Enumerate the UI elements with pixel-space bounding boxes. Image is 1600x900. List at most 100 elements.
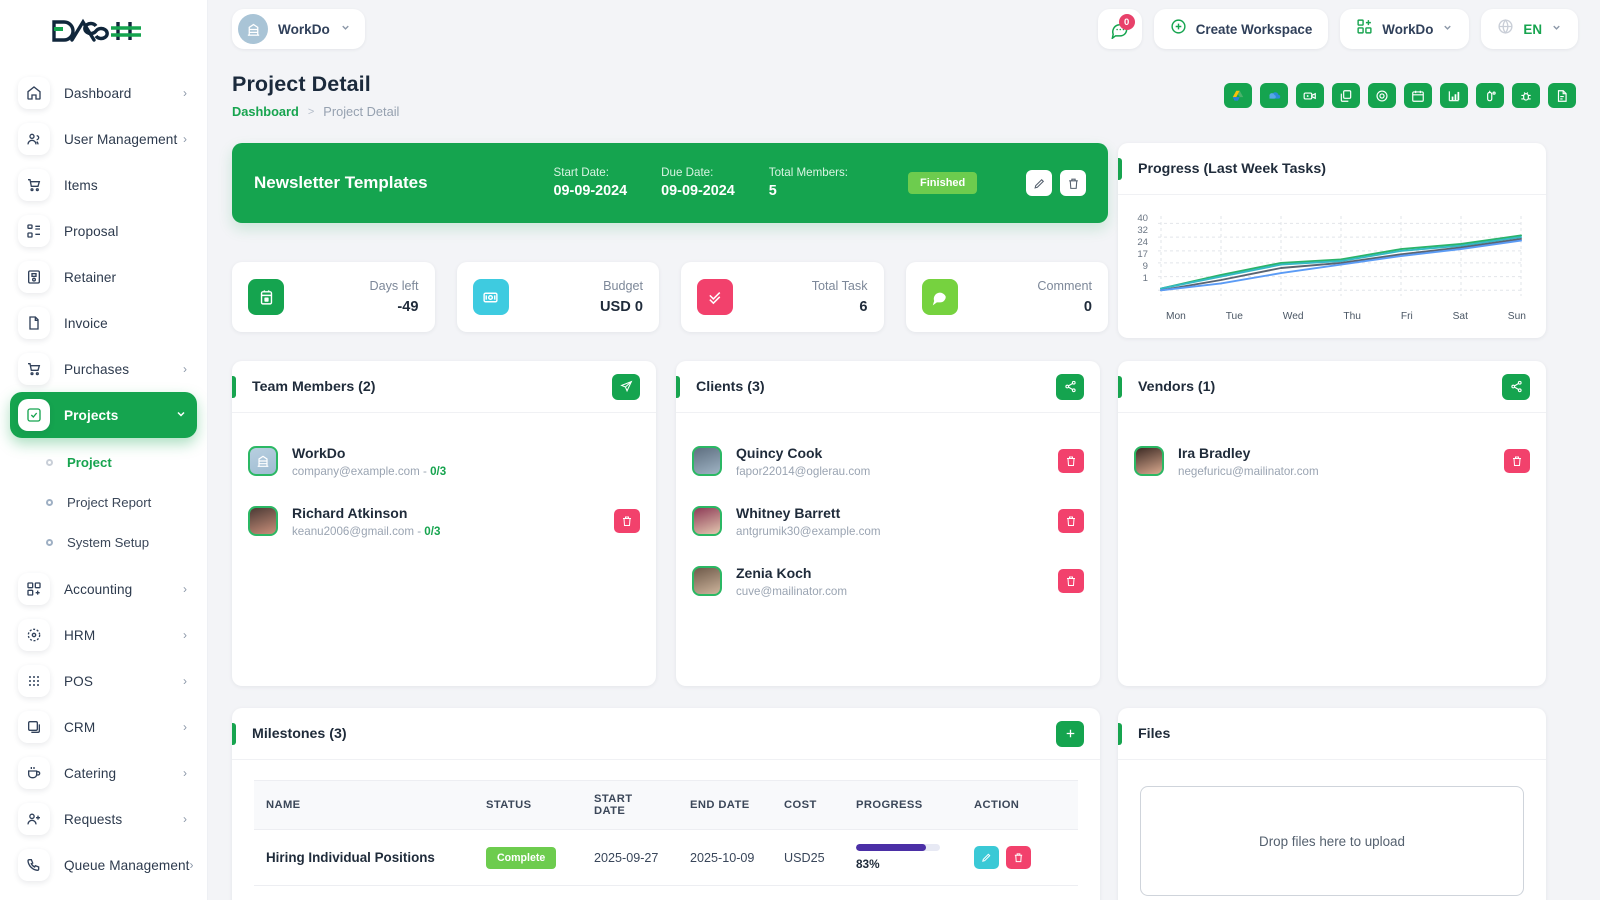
google-drive-button[interactable] xyxy=(1224,83,1252,108)
sidebar-item-label: Accounting xyxy=(64,581,133,597)
delete-vendor-button[interactable] xyxy=(1504,449,1530,473)
edit-milestone-button[interactable] xyxy=(974,846,999,869)
plus-circle-icon xyxy=(1170,18,1187,40)
total-members-label: Total Members: xyxy=(768,166,849,179)
create-workspace-label: Create Workspace xyxy=(1195,21,1313,37)
trash-icon xyxy=(1067,456,1075,466)
delete-member-button[interactable] xyxy=(614,509,640,533)
file-dropzone[interactable]: Drop files here to upload xyxy=(1140,786,1524,896)
progress-bar xyxy=(856,844,940,851)
double-check-icon xyxy=(697,279,733,315)
milestones-table: NAME STATUS START DATE END DATE COST PRO… xyxy=(254,780,1078,900)
sidebar-item-accounting[interactable]: Accounting › xyxy=(10,566,197,612)
sidebar-item-label: Dashboard xyxy=(64,85,132,101)
delete-milestone-button[interactable] xyxy=(1006,846,1031,869)
list-item: Ira Bradley negefuricu@mailinator.com xyxy=(1134,431,1530,491)
onedrive-button[interactable] xyxy=(1260,83,1288,108)
goals-button[interactable] xyxy=(1368,83,1396,108)
milestone-start-date: 2025-09-27 xyxy=(582,829,678,886)
table-row: Communication Updates xyxy=(254,885,1078,900)
sidebar-item-purchases[interactable]: Purchases › xyxy=(10,346,197,392)
vendors-list: Ira Bradley negefuricu@mailinator.com xyxy=(1118,413,1546,491)
y-tick-label: 24 xyxy=(1137,237,1148,248)
stat-value: USD 0 xyxy=(600,299,643,315)
sidebar-item-retainer[interactable]: Retainer xyxy=(10,254,197,300)
create-workspace-button[interactable]: Create Workspace xyxy=(1153,9,1329,49)
cart-icon xyxy=(18,169,50,201)
invite-member-button[interactable] xyxy=(612,373,640,400)
client-name: Quincy Cook xyxy=(736,444,823,461)
sidebar-item-proposal[interactable]: Proposal xyxy=(10,208,197,254)
plus-icon xyxy=(1066,729,1074,738)
sidebar-item-dashboard[interactable]: Dashboard › xyxy=(10,70,197,116)
app-logo[interactable] xyxy=(0,0,207,62)
calendar-button[interactable] xyxy=(1404,83,1432,108)
requests-icon xyxy=(18,803,50,835)
zoom-meeting-icon xyxy=(1303,92,1316,99)
breadcrumb-dashboard[interactable]: Dashboard xyxy=(232,104,299,119)
pencil-icon xyxy=(982,853,991,862)
money-icon xyxy=(472,279,509,315)
sidebar-subitem-label: System Setup xyxy=(67,534,150,550)
sidebar-item-hrm[interactable]: HRM › xyxy=(10,612,197,658)
sidebar-item-pos[interactable]: POS › xyxy=(10,658,197,704)
start-date-label: Start Date: xyxy=(553,166,609,179)
edit-project-button[interactable] xyxy=(1026,170,1052,196)
sidebar-subitem-label: Project Report xyxy=(67,494,152,510)
timesheet-button[interactable] xyxy=(1476,83,1504,108)
duplicate-button[interactable] xyxy=(1332,83,1360,108)
sidebar-item-items[interactable]: Items xyxy=(10,162,197,208)
report-button[interactable] xyxy=(1440,83,1468,108)
bullet-icon xyxy=(46,498,53,506)
sidebar-item-label: CRM xyxy=(64,719,96,735)
card-title: Files xyxy=(1138,725,1171,742)
sidebar-item-label: Catering xyxy=(64,765,117,781)
bugs-button[interactable] xyxy=(1512,83,1540,108)
sidebar-item-projects[interactable]: Projects xyxy=(10,392,197,438)
sidebar-item-label: Invoice xyxy=(64,315,108,331)
bullet-icon xyxy=(46,538,53,546)
comment-icon xyxy=(921,279,958,315)
trash-icon xyxy=(1513,456,1521,466)
add-milestone-button[interactable] xyxy=(1056,720,1084,747)
delete-project-button[interactable] xyxy=(1060,170,1086,196)
workspace-switch-label: WorkDo xyxy=(1382,21,1434,37)
sidebar-submenu-projects: Project Project Report System Setup xyxy=(10,438,197,566)
delete-client-button[interactable] xyxy=(1058,509,1084,533)
breadcrumb-current: Project Detail xyxy=(323,104,400,119)
delete-client-button[interactable] xyxy=(1058,569,1084,593)
column-start-date: START DATE xyxy=(582,780,678,830)
sidebar-item-label: User Management xyxy=(64,131,178,147)
x-tick-label: Tue xyxy=(1225,311,1243,322)
share-vendors-button[interactable] xyxy=(1502,373,1530,400)
client-email: cuve@mailinator.com xyxy=(736,584,848,598)
sidebar-subitem-system-setup[interactable]: System Setup xyxy=(10,522,197,562)
delete-client-button[interactable] xyxy=(1058,449,1084,473)
files-button[interactable] xyxy=(1548,83,1576,108)
sidebar-item-requests[interactable]: Requests › xyxy=(10,796,197,842)
messages-button[interactable]: 0 xyxy=(1097,9,1142,49)
workspace-selector[interactable]: WorkDo xyxy=(232,9,365,49)
milestone-start-date xyxy=(582,885,678,900)
zoom-meeting-button[interactable] xyxy=(1296,83,1324,108)
chevron-right-icon: › xyxy=(183,86,187,100)
sidebar-item-crm[interactable]: CRM › xyxy=(10,704,197,750)
language-selector[interactable]: EN xyxy=(1481,9,1578,49)
trash-icon xyxy=(1014,853,1023,863)
share-clients-button[interactable] xyxy=(1056,373,1084,400)
card-header: Files xyxy=(1118,708,1546,760)
sidebar-item-catering[interactable]: Catering › xyxy=(10,750,197,796)
total-members-value: 5 xyxy=(768,183,777,199)
sidebar-item-invoice[interactable]: Invoice xyxy=(10,300,197,346)
stat-card-total-task: Total Task 6 xyxy=(681,262,884,332)
project-name: Newsletter Templates xyxy=(254,173,428,192)
sidebar-subitem-project-report[interactable]: Project Report xyxy=(10,482,197,522)
sidebar-item-queue-management[interactable]: Queue Management › xyxy=(10,842,197,888)
proposal-icon xyxy=(18,215,50,247)
trash-icon xyxy=(1067,516,1075,526)
sidebar-subitem-project[interactable]: Project xyxy=(10,442,197,482)
milestone-status-cell: Complete xyxy=(474,829,582,886)
workspace-switcher[interactable]: WorkDo xyxy=(1340,9,1470,49)
sidebar-item-user-management[interactable]: User Management › xyxy=(10,116,197,162)
trash-icon xyxy=(623,516,631,526)
